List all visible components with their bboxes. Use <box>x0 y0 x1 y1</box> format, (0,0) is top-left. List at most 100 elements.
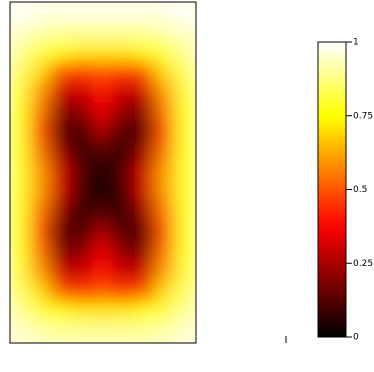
cell <box>174 181 196 204</box>
cell <box>91 321 115 343</box>
colorbar-tick-label: 0 <box>353 333 359 343</box>
cell <box>50 81 73 104</box>
cell <box>91 161 115 184</box>
cell <box>91 41 115 64</box>
cell <box>71 321 94 343</box>
cell <box>10 21 32 44</box>
cell <box>71 301 94 324</box>
cell <box>112 321 135 343</box>
cell <box>29 201 53 224</box>
cell <box>71 201 94 224</box>
colorbar <box>317 41 347 338</box>
cell <box>10 321 32 343</box>
cell <box>91 21 115 44</box>
cell <box>133 41 156 64</box>
cell <box>50 241 73 264</box>
cell <box>112 41 135 64</box>
cell <box>174 201 196 224</box>
cell <box>174 241 196 264</box>
cell <box>29 181 53 204</box>
cell <box>29 61 53 84</box>
cell <box>50 121 73 144</box>
cell <box>50 61 73 84</box>
cell <box>133 321 156 343</box>
cell <box>133 181 156 204</box>
colorbar-tick-label: 0.5 <box>353 185 367 195</box>
cell <box>133 221 156 244</box>
cell <box>71 241 94 264</box>
cell <box>174 321 196 343</box>
cell <box>91 2 115 24</box>
cell <box>71 181 94 204</box>
cell <box>71 2 94 24</box>
cell <box>71 101 94 124</box>
cell <box>112 81 135 104</box>
cell <box>29 321 53 343</box>
cell <box>112 2 135 24</box>
cell <box>71 61 94 84</box>
cell <box>91 301 115 324</box>
cell <box>174 261 196 284</box>
cell <box>10 281 32 304</box>
cell <box>153 81 177 104</box>
cell <box>133 261 156 284</box>
cell <box>29 281 53 304</box>
cell <box>10 2 32 24</box>
cell <box>71 21 94 44</box>
cell <box>50 261 73 284</box>
cell <box>71 141 94 164</box>
cell <box>174 301 196 324</box>
cell <box>71 161 94 184</box>
cell <box>112 161 135 184</box>
cell <box>10 301 32 324</box>
cell <box>153 241 177 264</box>
cell <box>133 21 156 44</box>
cell <box>153 201 177 224</box>
cell <box>71 261 94 284</box>
cell <box>112 101 135 124</box>
cell <box>29 161 53 184</box>
cell <box>50 101 73 124</box>
cell <box>10 241 32 264</box>
cell <box>29 81 53 104</box>
cell <box>10 221 32 244</box>
cell <box>10 201 32 224</box>
cell <box>133 241 156 264</box>
cell <box>112 261 135 284</box>
cell <box>71 81 94 104</box>
cell <box>133 301 156 324</box>
cell <box>174 281 196 304</box>
cell <box>29 21 53 44</box>
cell <box>91 141 115 164</box>
cell <box>91 261 115 284</box>
cell <box>91 241 115 264</box>
cell <box>133 161 156 184</box>
cell <box>50 321 73 343</box>
cell <box>10 41 32 64</box>
cell <box>10 101 32 124</box>
cell <box>174 221 196 244</box>
cell <box>133 281 156 304</box>
colorbar-tick-label: 0.75 <box>353 111 373 121</box>
cell <box>10 181 32 204</box>
cell <box>10 161 32 184</box>
cell <box>10 121 32 144</box>
cell <box>112 241 135 264</box>
cell <box>91 281 115 304</box>
cell <box>50 21 73 44</box>
cell <box>50 281 73 304</box>
cell <box>112 221 135 244</box>
cell <box>174 121 196 144</box>
cell <box>133 201 156 224</box>
cell <box>10 61 32 84</box>
cell <box>50 221 73 244</box>
cell <box>112 61 135 84</box>
plot-frame <box>9 1 197 344</box>
cell <box>50 41 73 64</box>
cell <box>153 281 177 304</box>
cell <box>133 81 156 104</box>
cell <box>153 61 177 84</box>
colorbar-tick-label: 1 <box>353 38 359 48</box>
cell <box>91 61 115 84</box>
